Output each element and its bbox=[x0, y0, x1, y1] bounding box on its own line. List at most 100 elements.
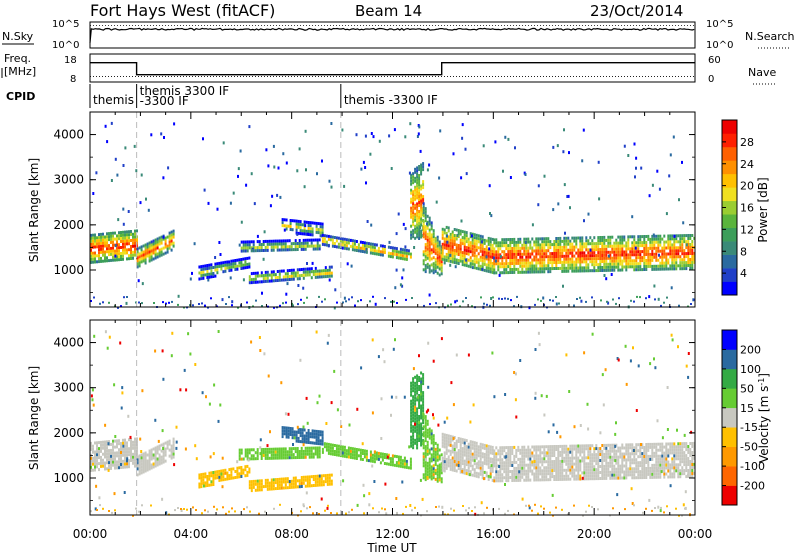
power-echo-cell bbox=[523, 270, 526, 274]
velocity-echo-cell bbox=[463, 447, 466, 451]
velocity-echo-cell bbox=[146, 468, 149, 472]
power-echo-cell bbox=[459, 256, 462, 260]
power-echo-cell bbox=[150, 249, 153, 253]
power-echo-cell bbox=[561, 260, 564, 264]
velocity-echo-cell bbox=[559, 468, 562, 472]
power-echo-cell bbox=[617, 256, 620, 260]
velocity-echo-cell bbox=[254, 488, 257, 492]
velocity-echo-cell bbox=[280, 483, 283, 487]
velocity-echo-cell bbox=[136, 473, 139, 477]
velocity-echo-cell bbox=[212, 477, 215, 480]
velocity-echo-cell bbox=[434, 468, 437, 472]
power-echo-cell bbox=[487, 257, 490, 261]
velocity-echo-cell bbox=[158, 462, 161, 466]
power-echo-cell bbox=[635, 265, 638, 269]
power-echo-cell bbox=[108, 238, 110, 242]
power-echo-cell bbox=[262, 277, 265, 281]
power-echo-cell bbox=[250, 278, 253, 282]
power-echo-cell bbox=[633, 235, 636, 239]
power-echo-cell bbox=[304, 267, 307, 271]
power-echo-cell bbox=[669, 237, 672, 241]
power-echo-cell bbox=[252, 243, 255, 247]
power-echo-cell bbox=[122, 233, 124, 237]
power-echo-cell bbox=[422, 165, 425, 169]
velocity-echo-cell bbox=[414, 390, 417, 394]
velocity-echo-cell bbox=[495, 473, 498, 477]
power-echo-cell bbox=[428, 267, 431, 271]
power-echo-cell bbox=[306, 238, 309, 242]
velocity-echo-cell bbox=[106, 443, 108, 447]
velocity-echo-cell bbox=[310, 484, 313, 488]
velocity-echo-cell bbox=[287, 426, 290, 430]
y-tick-label: 4000 bbox=[53, 128, 84, 142]
power-echo-cell bbox=[353, 242, 356, 246]
velocity-echo-cell bbox=[122, 450, 124, 454]
velocity-echo-cell bbox=[160, 443, 163, 447]
power-scatter-cell bbox=[124, 146, 127, 150]
power-echo-cell bbox=[509, 262, 512, 265]
velocity-echo-cell bbox=[577, 447, 580, 451]
velocity-echo-cell bbox=[475, 450, 478, 454]
power-echo-cell bbox=[328, 268, 331, 272]
power-echo-cell bbox=[286, 269, 289, 273]
power-echo-cell bbox=[497, 241, 500, 245]
velocity-echo-cell bbox=[276, 447, 279, 451]
power-ground-cell bbox=[585, 300, 587, 303]
power-echo-cell bbox=[416, 181, 419, 185]
velocity-echo-cell bbox=[290, 485, 293, 489]
power-echo-cell bbox=[278, 278, 281, 282]
power-echo-cell bbox=[575, 242, 578, 246]
velocity-echo-cell bbox=[94, 453, 96, 457]
power-scatter-cell bbox=[242, 278, 245, 282]
velocity-echo-cell bbox=[507, 458, 510, 462]
velocity-echo-cell bbox=[473, 459, 476, 463]
velocity-echo-cell bbox=[595, 453, 598, 457]
power-echo-cell bbox=[497, 256, 500, 260]
velocity-echo-cell bbox=[114, 460, 116, 464]
velocity-echo-cell bbox=[308, 449, 311, 453]
power-echo-cell bbox=[659, 234, 662, 238]
power-ground-cell bbox=[207, 306, 209, 309]
velocity-echo-cell bbox=[418, 394, 421, 397]
velocity-echo-cell bbox=[424, 472, 427, 476]
velocity-echo-cell bbox=[453, 448, 456, 451]
power-ground-cell bbox=[465, 297, 467, 299]
power-echo-cell bbox=[513, 258, 516, 262]
velocity-echo-cell bbox=[430, 429, 433, 433]
power-scatter-cell bbox=[221, 298, 224, 302]
velocity-echo-cell bbox=[422, 406, 425, 410]
velocity-echo-cell bbox=[565, 453, 568, 457]
velocity-echo-cell bbox=[148, 458, 151, 462]
power-echo-cell bbox=[414, 212, 417, 216]
velocity-echo-cell bbox=[379, 461, 382, 465]
power-echo-cell bbox=[104, 250, 106, 254]
velocity-echo-cell bbox=[461, 462, 464, 466]
power-echo-cell bbox=[160, 238, 163, 242]
power-echo-cell bbox=[575, 239, 578, 243]
power-echo-cell bbox=[469, 247, 472, 251]
velocity-echo-cell bbox=[108, 467, 110, 471]
velocity-echo-cell bbox=[140, 453, 143, 457]
velocity-echo-cell bbox=[262, 451, 265, 454]
velocity-echo-cell bbox=[148, 467, 151, 471]
power-ground-cell bbox=[615, 302, 617, 305]
power-echo-cell bbox=[110, 252, 112, 256]
power-echo-cell bbox=[513, 252, 516, 256]
power-echo-cell bbox=[276, 239, 279, 243]
velocity-echo-cell bbox=[453, 451, 456, 454]
velocity-echo-cell bbox=[349, 455, 352, 459]
velocity-echo-cell bbox=[395, 464, 398, 468]
power-echo-cell bbox=[369, 245, 372, 249]
power-echo-cell bbox=[459, 241, 462, 245]
power-echo-cell bbox=[677, 249, 680, 253]
velocity-echo-cell bbox=[432, 473, 435, 477]
power-echo-cell bbox=[567, 257, 570, 261]
velocity-echo-cell bbox=[428, 463, 431, 467]
velocity-echo-cell bbox=[424, 430, 427, 434]
power-echo-cell bbox=[361, 250, 364, 253]
power-echo-cell bbox=[104, 244, 106, 248]
velocity-echo-cell bbox=[228, 468, 231, 472]
velocity-echo-cell bbox=[430, 465, 433, 469]
power-echo-cell bbox=[130, 233, 132, 236]
power-echo-cell bbox=[509, 241, 512, 244]
